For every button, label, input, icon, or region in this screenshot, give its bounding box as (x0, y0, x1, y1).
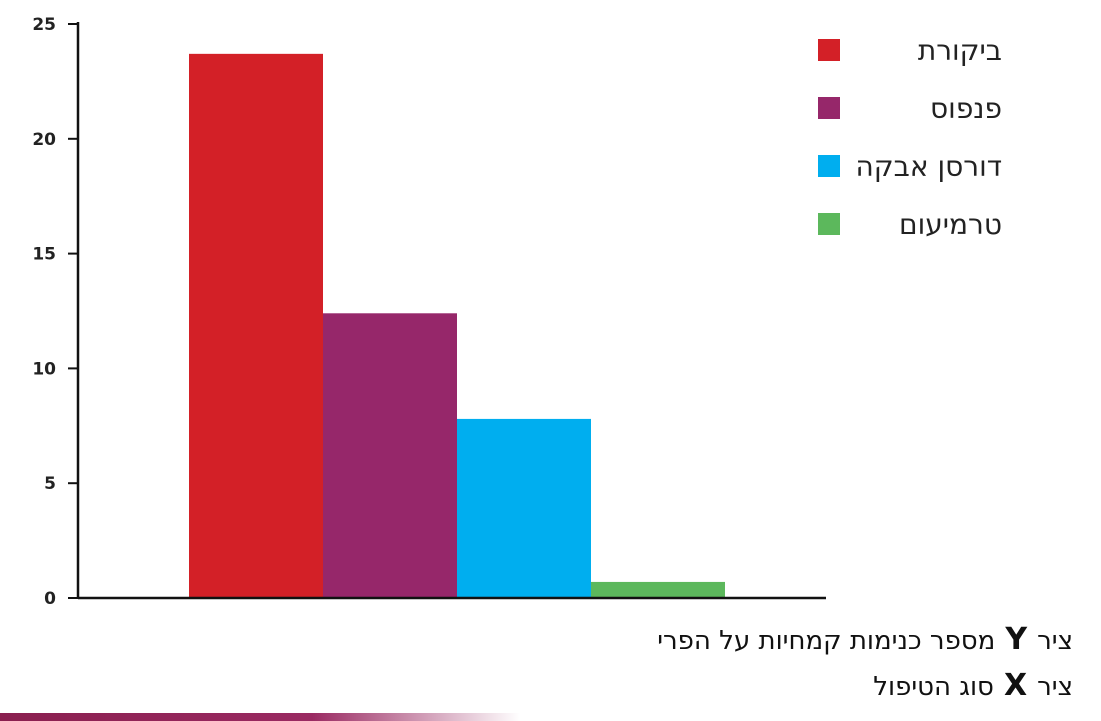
y-axis-note-text: מספר כנימות קמחיות על הפרי (657, 626, 996, 656)
bar-4 (591, 581, 725, 598)
legend-swatch (818, 97, 840, 119)
legend-swatch (818, 39, 840, 61)
legend: ביקורת פנפוס דורסן אבקה טרמיעום (818, 34, 1002, 241)
y-axis-note-letter: Y (1005, 622, 1028, 657)
legend-swatch (818, 155, 840, 177)
y-tick-label: 25 (32, 15, 56, 35)
decorative-swoosh (0, 713, 520, 721)
x-axis-note-letter: X (1003, 668, 1028, 703)
x-axis-note-text: סוג הטיפול (873, 672, 994, 702)
legend-label: פנפוס (930, 92, 1002, 125)
bar-3 (457, 418, 591, 598)
y-tick-label: 0 (44, 589, 56, 609)
y-axis-note: ציר Y מספר כנימות קמחיות על הפרי (657, 622, 1073, 657)
legend-swatch (818, 213, 840, 235)
x-axis-note-word: ציר (1037, 672, 1073, 702)
y-axis-note-word: ציר (1037, 626, 1073, 656)
legend-label: טרמיעום (899, 208, 1002, 241)
legend-label: ביקורת (918, 34, 1002, 67)
bars-group (189, 53, 725, 598)
y-tick-label: 15 (32, 245, 56, 265)
bar-2 (323, 313, 457, 598)
y-tick-label: 20 (32, 130, 56, 150)
y-tick-label: 5 (44, 474, 56, 494)
y-tick-label: 10 (32, 359, 56, 379)
y-axis-ticks: 0 5 10 15 20 25 (32, 15, 78, 609)
x-axis-note: ציר X סוג הטיפול (873, 668, 1073, 703)
legend-label: דורסן אבקה (856, 150, 1002, 183)
bar-1 (189, 53, 323, 598)
